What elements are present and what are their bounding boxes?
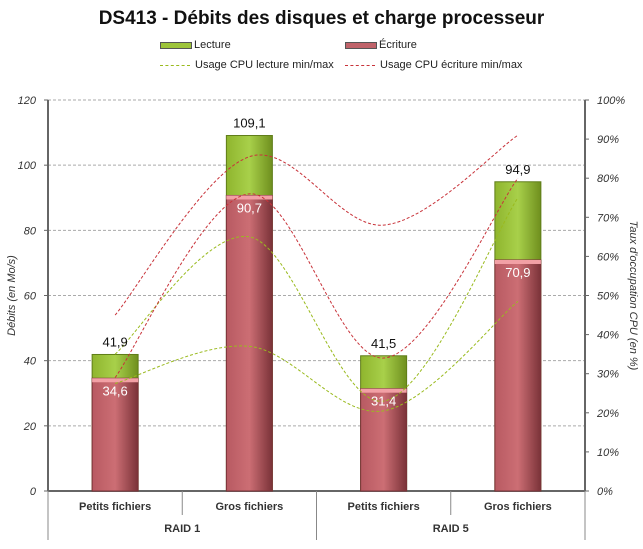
data-label-ecriture: 90,7: [237, 200, 262, 215]
bar-ecriture-top: [226, 195, 273, 200]
category-label: Petits fichiers: [79, 501, 151, 513]
bar-ecriture: [91, 377, 139, 492]
y-tick-label: 60: [24, 291, 37, 303]
y2-tick-label: 30%: [597, 369, 619, 381]
legend-cpu-lecture: Usage CPU lecture min/max: [160, 59, 334, 71]
cpu-lecture-min-line: [114, 300, 519, 412]
bar-ecriture-top: [360, 388, 407, 393]
legend-label: Usage CPU écriture min/max: [380, 59, 523, 71]
category-label: Gros fichiers: [484, 501, 552, 513]
cpu-ecriture-min-line: [114, 177, 519, 378]
y-tick-label: 100: [18, 160, 37, 172]
data-label-lecture: 41,5: [371, 336, 396, 351]
y2-tick-label: 70%: [597, 212, 619, 224]
data-label-ecriture: 31,4: [371, 394, 396, 409]
legend-label: Lecture: [194, 39, 231, 51]
y2-tick-label: 90%: [597, 134, 619, 146]
data-label-ecriture: 70,9: [505, 265, 530, 280]
bar-ecriture: [494, 259, 542, 492]
y-tick-label: 120: [18, 95, 37, 107]
y2-tick-label: 0%: [597, 486, 613, 498]
legend-line: [160, 64, 190, 66]
y-tick-label: 20: [23, 421, 37, 433]
category-label: Petits fichiers: [348, 501, 420, 513]
cpu-ecriture-max-line: [114, 134, 519, 316]
legend-cpu-ecriture: Usage CPU écriture min/max: [345, 59, 522, 71]
legend-ecriture: Écriture: [345, 39, 417, 51]
legend-lecture: Lecture: [160, 39, 231, 51]
legend-label: Usage CPU lecture min/max: [195, 59, 334, 71]
y-axis-label: Débits (en Mo/s): [6, 255, 18, 336]
data-label-lecture: 41,9: [102, 334, 127, 349]
y-tick-label: 40: [24, 356, 37, 368]
y2-axis-label: Taux d'occupation CPU (en %): [627, 221, 639, 371]
y2-tick-label: 10%: [597, 447, 619, 459]
bar-ecriture-top: [494, 259, 541, 264]
group-label: RAID 1: [164, 523, 200, 535]
y2-tick-label: 80%: [597, 173, 619, 185]
cpu-lecture-max-line: [114, 197, 519, 402]
group-label: RAID 5: [433, 523, 469, 535]
legend-line: [345, 64, 375, 66]
legend-swatch: [345, 41, 377, 49]
bar-ecriture: [360, 388, 408, 492]
category-label: Gros fichiers: [215, 501, 283, 513]
y2-tick-label: 50%: [597, 291, 619, 303]
legend-label: Écriture: [379, 39, 417, 51]
legend-swatch: [160, 41, 192, 49]
chart-title: DS413 - Débits des disques et charge pro…: [98, 8, 545, 29]
data-label-lecture: 109,1: [233, 116, 266, 131]
bar-ecriture-top: [92, 378, 139, 383]
y-tick-label: 80: [24, 225, 37, 237]
y2-tick-label: 40%: [597, 330, 619, 342]
data-label-ecriture: 34,6: [102, 383, 127, 398]
y2-tick-label: 20%: [596, 408, 619, 420]
data-label-lecture: 94,9: [505, 162, 530, 177]
y2-tick-label: 100%: [597, 95, 625, 107]
bar-ecriture: [225, 194, 273, 492]
y2-tick-label: 60%: [597, 251, 619, 263]
y-tick-label: 0: [30, 486, 37, 498]
